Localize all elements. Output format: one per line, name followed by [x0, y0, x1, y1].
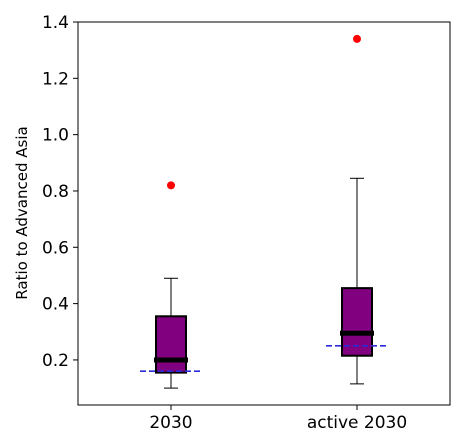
y-tick-label: 1.4 — [42, 13, 69, 33]
y-axis-ticks: 0.2 0.4 0.6 0.8 1.0 1.2 1.4 — [42, 13, 78, 371]
box-group-active-2030 — [326, 34, 388, 385]
x-tick-label: active 2030 — [307, 413, 407, 430]
outlier-point — [353, 34, 361, 43]
x-axis-ticks: 2030 active 2030 — [149, 405, 407, 430]
box-series — [140, 34, 388, 389]
plot-area — [77, 21, 451, 406]
iqr-box — [341, 287, 373, 357]
y-tick-label: 0.8 — [42, 182, 69, 202]
y-tick-label: 0.4 — [42, 295, 69, 315]
x-tick-label: 2030 — [149, 413, 192, 430]
y-tick-label: 1.0 — [42, 126, 69, 146]
iqr-box — [155, 315, 187, 374]
y-tick-label: 0.6 — [42, 238, 69, 258]
box-group-2030 — [140, 181, 202, 389]
y-tick-label: 1.2 — [42, 69, 69, 89]
y-tick-label: 0.2 — [42, 351, 69, 371]
outlier-point — [167, 181, 175, 190]
y-axis-title: Ratio to Advanced Asia — [13, 126, 31, 299]
